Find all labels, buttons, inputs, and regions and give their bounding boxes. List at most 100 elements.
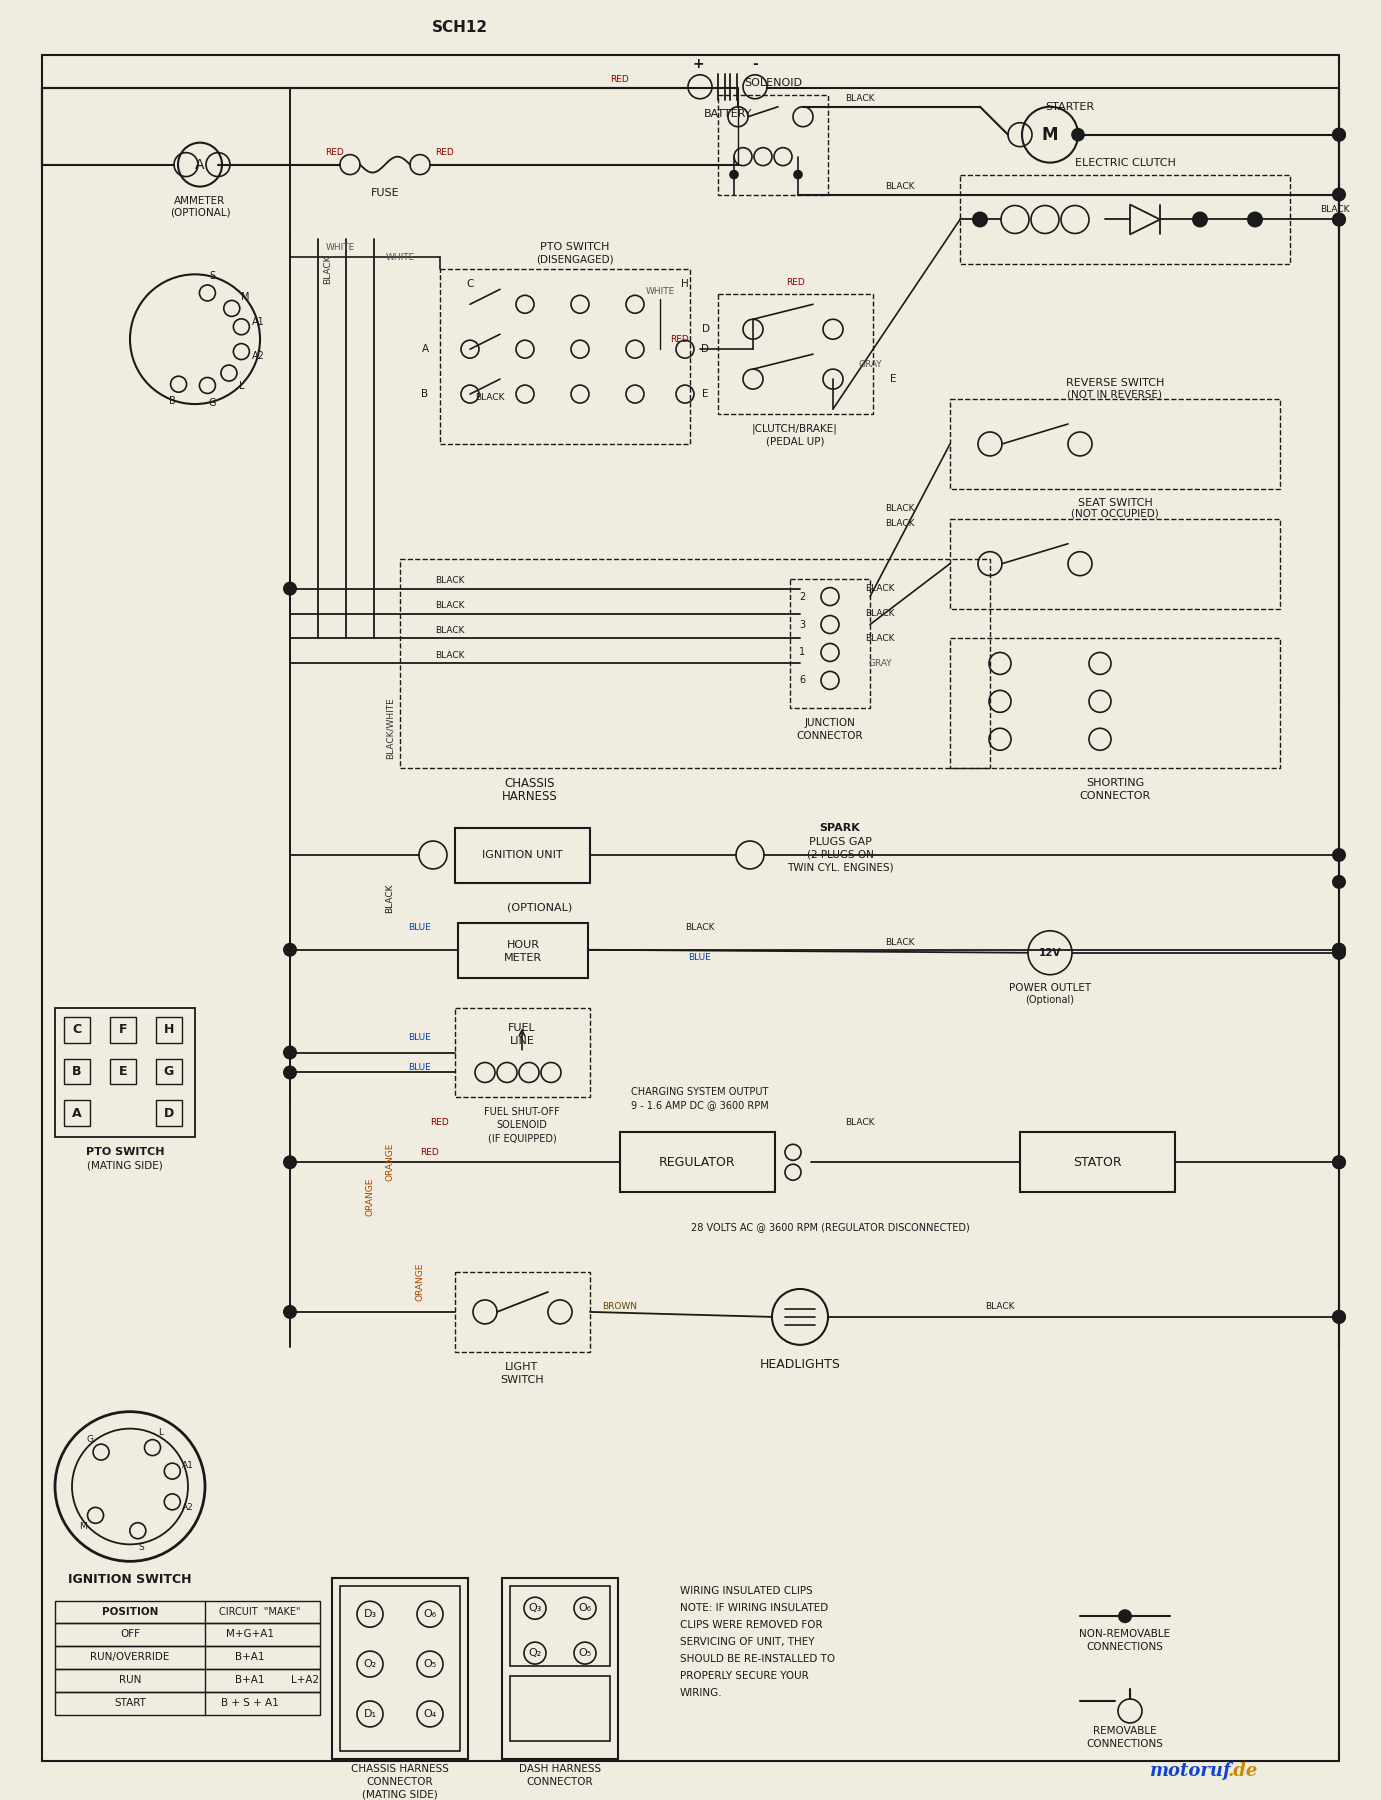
Text: POSITION: POSITION bbox=[102, 1607, 159, 1616]
Text: C: C bbox=[72, 1022, 81, 1037]
Text: BLACK: BLACK bbox=[885, 938, 914, 947]
Text: HEADLIGHTS: HEADLIGHTS bbox=[760, 1359, 841, 1372]
Text: BLACK: BLACK bbox=[323, 254, 333, 284]
Text: PTO SWITCH: PTO SWITCH bbox=[86, 1147, 164, 1157]
Bar bbox=[110, 1017, 135, 1042]
Text: DASH HARNESS: DASH HARNESS bbox=[519, 1764, 601, 1773]
Text: (DISENGAGED): (DISENGAGED) bbox=[536, 254, 613, 265]
Text: (MATING SIDE): (MATING SIDE) bbox=[87, 1161, 163, 1170]
Circle shape bbox=[1192, 212, 1208, 227]
Text: M: M bbox=[79, 1521, 87, 1530]
Text: NON-REMOVABLE: NON-REMOVABLE bbox=[1080, 1629, 1171, 1640]
Text: BLUE: BLUE bbox=[409, 1033, 431, 1042]
Bar bbox=[156, 1100, 182, 1127]
Text: 28 VOLTS AC @ 3600 RPM (REGULATOR DISCONNECTED): 28 VOLTS AC @ 3600 RPM (REGULATOR DISCON… bbox=[690, 1222, 969, 1233]
Text: CONNECTOR: CONNECTOR bbox=[526, 1777, 594, 1787]
Bar bbox=[960, 175, 1290, 265]
Text: SPARK: SPARK bbox=[820, 823, 860, 833]
Text: REVERSE SWITCH: REVERSE SWITCH bbox=[1066, 378, 1164, 389]
Text: B: B bbox=[168, 396, 175, 407]
Text: B: B bbox=[72, 1066, 81, 1078]
Text: CONNECTOR: CONNECTOR bbox=[797, 731, 863, 742]
Text: PROPERLY SECURE YOUR: PROPERLY SECURE YOUR bbox=[679, 1670, 809, 1681]
Text: Q₃: Q₃ bbox=[529, 1604, 541, 1613]
Text: BLUE: BLUE bbox=[689, 954, 711, 963]
Text: D: D bbox=[702, 324, 710, 335]
Text: RED: RED bbox=[610, 76, 630, 85]
Text: BLACK: BLACK bbox=[845, 94, 874, 103]
Text: SOLENOID: SOLENOID bbox=[497, 1120, 547, 1130]
Text: SOLENOID: SOLENOID bbox=[744, 77, 802, 88]
Text: ORANGE: ORANGE bbox=[385, 1143, 395, 1181]
Text: FUEL SHUT-OFF: FUEL SHUT-OFF bbox=[485, 1107, 559, 1118]
Text: CHARGING SYSTEM OUTPUT: CHARGING SYSTEM OUTPUT bbox=[631, 1087, 769, 1098]
Text: BROWN: BROWN bbox=[602, 1303, 638, 1312]
Bar bbox=[110, 1058, 135, 1084]
Circle shape bbox=[1333, 1156, 1346, 1170]
Text: S: S bbox=[138, 1543, 144, 1552]
Text: STARTER: STARTER bbox=[1045, 103, 1095, 112]
Bar bbox=[156, 1058, 182, 1084]
Text: ORANGE: ORANGE bbox=[366, 1177, 374, 1217]
Bar bbox=[790, 578, 870, 709]
Text: D₃: D₃ bbox=[363, 1609, 377, 1620]
Text: REGULATOR: REGULATOR bbox=[659, 1156, 735, 1168]
Circle shape bbox=[1333, 945, 1346, 959]
Text: RUN: RUN bbox=[119, 1676, 141, 1685]
Text: SCH12: SCH12 bbox=[432, 20, 487, 36]
Text: 3: 3 bbox=[800, 619, 805, 630]
Text: AMMETER: AMMETER bbox=[174, 196, 225, 205]
Circle shape bbox=[1333, 945, 1346, 959]
Bar bbox=[950, 518, 1280, 608]
Text: IGNITION UNIT: IGNITION UNIT bbox=[482, 850, 562, 860]
Circle shape bbox=[1333, 943, 1346, 958]
Text: FUEL: FUEL bbox=[508, 1022, 536, 1033]
Text: RED: RED bbox=[431, 1118, 449, 1127]
Text: G: G bbox=[209, 398, 215, 409]
Text: RED: RED bbox=[787, 277, 805, 286]
Circle shape bbox=[283, 1066, 297, 1080]
Text: F: F bbox=[119, 1022, 127, 1037]
Text: STATOR: STATOR bbox=[1073, 1156, 1121, 1168]
Text: M: M bbox=[1041, 126, 1058, 144]
Text: BLACK: BLACK bbox=[435, 601, 465, 610]
Circle shape bbox=[1333, 943, 1346, 958]
Text: BLUE: BLUE bbox=[409, 1064, 431, 1073]
Circle shape bbox=[1333, 187, 1346, 202]
Bar bbox=[156, 1017, 182, 1042]
Text: BLACK: BLACK bbox=[1320, 205, 1349, 214]
Text: 1: 1 bbox=[800, 648, 805, 657]
Text: LIGHT: LIGHT bbox=[505, 1363, 539, 1372]
Text: BLACK: BLACK bbox=[435, 626, 465, 635]
Text: OFF: OFF bbox=[120, 1629, 139, 1640]
Text: METER: METER bbox=[504, 952, 543, 963]
Text: O₅: O₅ bbox=[579, 1649, 591, 1658]
Bar bbox=[55, 1647, 320, 1669]
Text: WIRING INSULATED CLIPS: WIRING INSULATED CLIPS bbox=[679, 1586, 813, 1597]
Text: A1: A1 bbox=[182, 1462, 195, 1471]
Circle shape bbox=[1333, 875, 1346, 889]
Circle shape bbox=[1333, 1310, 1346, 1323]
Text: G: G bbox=[164, 1066, 174, 1078]
Text: BLACK: BLACK bbox=[435, 652, 465, 661]
Text: A: A bbox=[72, 1107, 81, 1120]
Text: D: D bbox=[702, 344, 708, 355]
Circle shape bbox=[1333, 1310, 1346, 1323]
Text: A1: A1 bbox=[253, 317, 265, 328]
Text: CLIPS WERE REMOVED FOR: CLIPS WERE REMOVED FOR bbox=[679, 1620, 823, 1631]
Bar bbox=[454, 828, 590, 884]
Text: BLACK: BLACK bbox=[866, 634, 895, 643]
Text: (PEDAL UP): (PEDAL UP) bbox=[765, 437, 824, 446]
Text: WHITE: WHITE bbox=[385, 252, 414, 261]
Text: (Optional): (Optional) bbox=[1026, 995, 1074, 1004]
Bar bbox=[64, 1017, 90, 1042]
Circle shape bbox=[1333, 128, 1346, 142]
Text: A2: A2 bbox=[182, 1503, 195, 1512]
Text: O₆: O₆ bbox=[579, 1604, 591, 1613]
Text: BLACK: BLACK bbox=[385, 884, 395, 913]
Circle shape bbox=[731, 171, 737, 178]
Bar bbox=[55, 1008, 195, 1138]
Text: E: E bbox=[889, 374, 896, 383]
Bar bbox=[454, 1273, 590, 1352]
Bar bbox=[340, 1586, 460, 1751]
